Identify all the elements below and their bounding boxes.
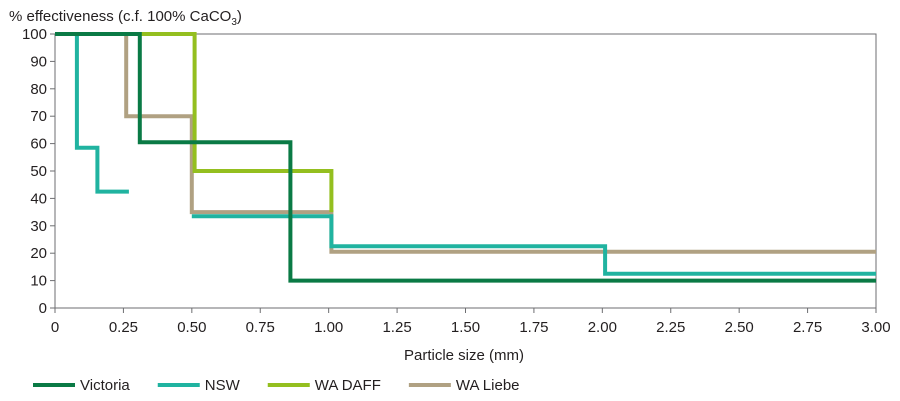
y-tick-label: 100 <box>22 26 47 43</box>
y-tick-label: 60 <box>30 136 47 153</box>
plot-frame <box>54 33 877 309</box>
legend-label: NSW <box>205 377 241 394</box>
series-layer <box>55 32 876 283</box>
y-axis-title-main: % effectiveness (c.f. 100% CaCO <box>9 8 231 25</box>
y-tick-label: 20 <box>30 245 47 262</box>
y-tick-label: 0 <box>39 300 47 317</box>
x-tick-label: 0 <box>51 319 59 336</box>
y-tick-label: 10 <box>30 273 47 290</box>
x-tick-label: 2.25 <box>656 319 685 336</box>
y-tick-label: 90 <box>30 53 47 70</box>
legend-label: WA Liebe <box>456 377 520 394</box>
series-line-nsw <box>191 214 876 276</box>
y-axis-title-subscript: 3 <box>231 17 237 28</box>
series-line-victoria <box>55 32 876 283</box>
series-line-nsw <box>55 32 129 194</box>
legend: Victoria NSW WA DAFF WA Liebe <box>33 377 520 394</box>
x-tick-label: 1.75 <box>519 319 548 336</box>
y-axis-title: % effectiveness (c.f. 100% CaCO3) <box>9 8 242 28</box>
series-line-wa-daff <box>55 32 334 213</box>
y-tick-label: 30 <box>30 218 47 235</box>
x-tick-label: 1.25 <box>382 319 411 336</box>
legend-label: Victoria <box>80 377 130 394</box>
x-tick-label: 0.50 <box>177 319 206 336</box>
legend-label: WA DAFF <box>315 377 381 394</box>
x-tick-label: 0.25 <box>109 319 138 336</box>
y-tick-label: 50 <box>30 163 47 180</box>
axes: 0 10 20 30 40 50 60 70 80 90 100 0 0.25 0.50 0.75 1.00 1… <box>22 26 891 336</box>
x-axis-title: Particle size (mm) <box>404 347 524 364</box>
x-tick-label: 2.00 <box>588 319 617 336</box>
y-tick-label: 80 <box>30 81 47 98</box>
series-line-wa-liebe <box>124 34 876 254</box>
y-tick-label: 70 <box>30 108 47 125</box>
x-tick-label: 1.50 <box>451 319 480 336</box>
y-axis-title-end: ) <box>237 8 242 25</box>
x-tick-label: 0.75 <box>246 319 275 336</box>
x-tick-label: 1.00 <box>314 319 343 336</box>
x-tick-label: 2.50 <box>725 319 754 336</box>
y-tick-label: 40 <box>30 190 47 207</box>
x-tick-label: 2.75 <box>793 319 822 336</box>
x-tick-label: 3.00 <box>861 319 890 336</box>
